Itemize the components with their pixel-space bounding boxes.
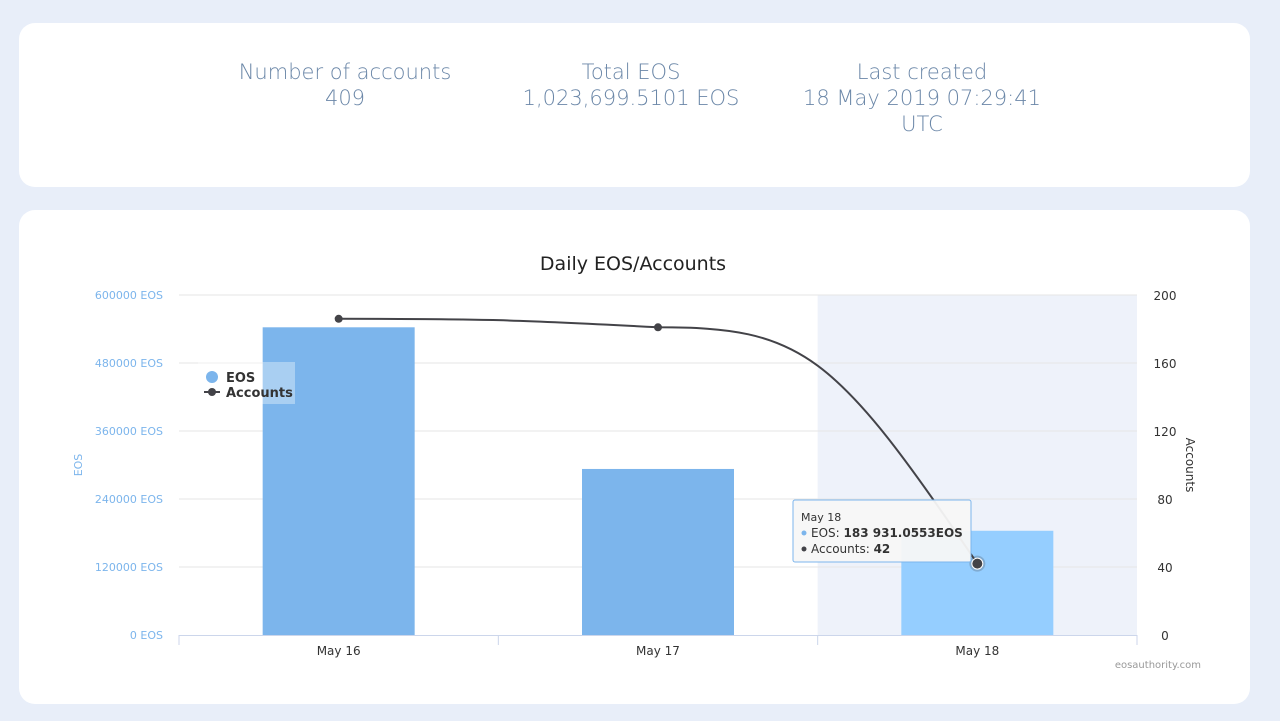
- y-left-tick-label: 120000 EOS: [95, 561, 163, 574]
- x-tick-label: May 18: [955, 644, 999, 658]
- y-right-axis-title: Accounts: [1183, 438, 1197, 493]
- bar-eos: [262, 327, 415, 635]
- tooltip-accounts-dot: [801, 546, 807, 552]
- stat-total-eos: Total EOS 1,023,699.5101 EOS: [504, 59, 758, 111]
- tooltip-eos-value: 183 931.0553EOS: [844, 526, 963, 540]
- tooltip-header: May 18: [801, 511, 841, 524]
- y-left-tick-label: 240000 EOS: [95, 493, 163, 506]
- legend-accounts-label: Accounts: [226, 386, 293, 401]
- tooltip-eos-dot: [801, 530, 807, 536]
- y-right-tick-label: 80: [1157, 493, 1172, 507]
- line-accounts-point: [654, 323, 662, 332]
- legend-eos-label: EOS: [226, 371, 255, 386]
- y-left-tick-label: 600000 EOS: [95, 289, 163, 302]
- tooltip-accounts-row: Accounts: 42: [811, 542, 890, 556]
- bar-eos: [582, 468, 734, 635]
- stat-last-value-date: 18 May 2019 07:29:41: [803, 86, 1041, 110]
- stat-accounts-value: 409: [324, 86, 366, 110]
- stat-number-of-accounts: Number of accounts 409: [213, 59, 477, 111]
- x-tick-label: May 17: [636, 644, 680, 658]
- y-left-tick-label: 0 EOS: [130, 629, 163, 642]
- tooltip-eos-row: EOS: 183 931.0553EOS: [811, 526, 963, 540]
- stats-card: Number of accounts 409 Total EOS 1,023,6…: [19, 23, 1250, 187]
- y-right-tick-label: 120: [1154, 425, 1177, 439]
- y-left-tick-label: 480000 EOS: [95, 357, 163, 370]
- y-right-tick-label: 160: [1154, 357, 1177, 371]
- stat-last-created: Last created 18 May 2019 07:29:41 UTC: [790, 59, 1054, 137]
- tooltip-accounts-label: Accounts:: [811, 542, 874, 556]
- stat-accounts-label: Number of accounts: [238, 60, 452, 84]
- chart-title: Daily EOS/Accounts: [540, 253, 726, 275]
- tooltip-eos-label: EOS:: [811, 526, 844, 540]
- credits-text: eosauthority.com: [1115, 660, 1201, 671]
- line-accounts-point: [971, 557, 984, 570]
- stat-total-label: Total EOS: [581, 60, 681, 84]
- y-right-tick-label: 40: [1157, 561, 1172, 575]
- y-left-axis-title: EOS: [72, 454, 85, 477]
- legend-box: [198, 362, 295, 404]
- legend-eos-symbol: [206, 371, 218, 383]
- stat-total-value: 1,023,699.5101 EOS: [522, 86, 740, 110]
- tooltip-box: [792, 499, 972, 563]
- x-tick-label: May 16: [317, 644, 361, 658]
- y-left-tick-label: 360000 EOS: [95, 425, 163, 438]
- stat-last-label: Last created: [856, 60, 988, 84]
- y-right-tick-label: 200: [1154, 289, 1177, 303]
- legend-accounts-symbol: [208, 388, 216, 396]
- y-right-tick-label: 0: [1161, 629, 1169, 643]
- tooltip-accounts-value: 42: [874, 542, 891, 556]
- line-accounts-point: [334, 314, 343, 323]
- line-accounts: [338, 317, 979, 565]
- stat-last-value-tz: UTC: [901, 112, 943, 136]
